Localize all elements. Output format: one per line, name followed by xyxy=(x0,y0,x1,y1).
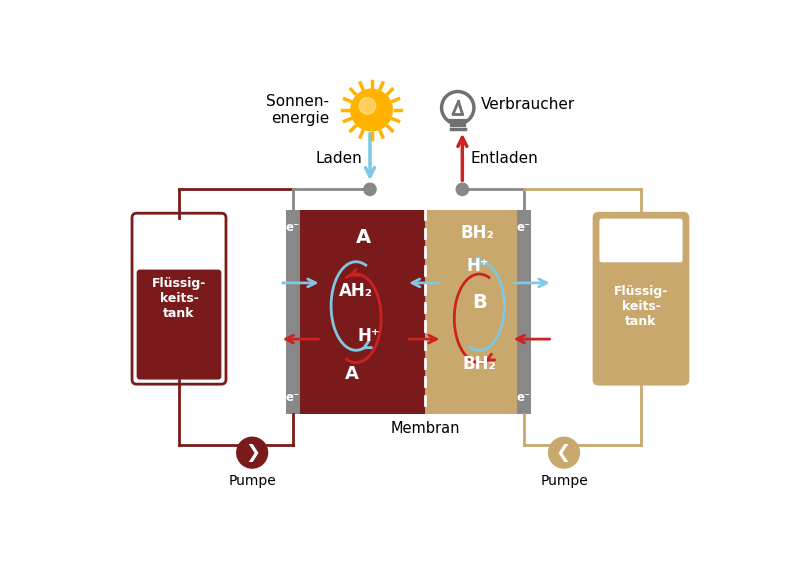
Text: ❯: ❯ xyxy=(246,444,261,462)
Text: Flüssig-
keits-
tank: Flüssig- keits- tank xyxy=(614,285,668,328)
Bar xyxy=(517,210,531,414)
FancyBboxPatch shape xyxy=(599,219,682,262)
Bar xyxy=(426,210,517,414)
Text: Flüssig-
keits-
tank: Flüssig- keits- tank xyxy=(152,277,206,320)
Text: B: B xyxy=(472,293,486,312)
Circle shape xyxy=(350,89,392,131)
Circle shape xyxy=(549,437,579,468)
Text: e⁻: e⁻ xyxy=(286,391,300,404)
Text: AH₂: AH₂ xyxy=(339,282,373,300)
Bar xyxy=(300,210,426,414)
Text: BH₂: BH₂ xyxy=(462,355,496,373)
Text: e⁻: e⁻ xyxy=(517,391,531,404)
Text: A: A xyxy=(346,365,359,383)
Text: Verbraucher: Verbraucher xyxy=(481,97,575,112)
Bar xyxy=(286,210,300,414)
FancyBboxPatch shape xyxy=(594,213,688,384)
FancyBboxPatch shape xyxy=(137,270,222,380)
Text: Entladen: Entladen xyxy=(470,151,538,166)
Text: Pumpe: Pumpe xyxy=(228,474,276,488)
Text: H⁺: H⁺ xyxy=(466,257,489,275)
Text: e⁻: e⁻ xyxy=(286,221,300,233)
Text: H⁺: H⁺ xyxy=(357,327,380,345)
FancyBboxPatch shape xyxy=(132,213,226,384)
Text: Sonnen-
energie: Sonnen- energie xyxy=(266,94,329,126)
Circle shape xyxy=(237,437,267,468)
Circle shape xyxy=(359,98,376,114)
Text: Membran: Membran xyxy=(390,421,460,435)
Circle shape xyxy=(456,183,469,196)
Text: A: A xyxy=(356,228,371,246)
Text: e⁻: e⁻ xyxy=(517,221,531,233)
Text: Pumpe: Pumpe xyxy=(540,474,588,488)
Text: Laden: Laden xyxy=(315,151,362,166)
Text: BH₂: BH₂ xyxy=(461,224,494,242)
Circle shape xyxy=(364,183,376,196)
Text: ❮: ❮ xyxy=(556,444,570,462)
